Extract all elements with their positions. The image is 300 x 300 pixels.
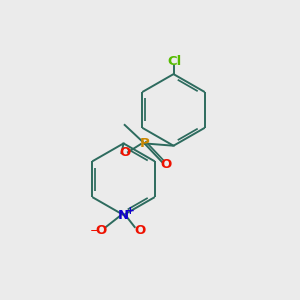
Text: O: O xyxy=(96,224,107,237)
Text: P: P xyxy=(140,137,149,150)
Text: −: − xyxy=(90,224,100,237)
Text: Cl: Cl xyxy=(167,56,182,68)
Text: O: O xyxy=(160,158,171,171)
Text: N: N xyxy=(118,208,129,221)
Text: +: + xyxy=(125,206,134,216)
Text: O: O xyxy=(119,146,130,159)
Text: O: O xyxy=(135,224,146,237)
